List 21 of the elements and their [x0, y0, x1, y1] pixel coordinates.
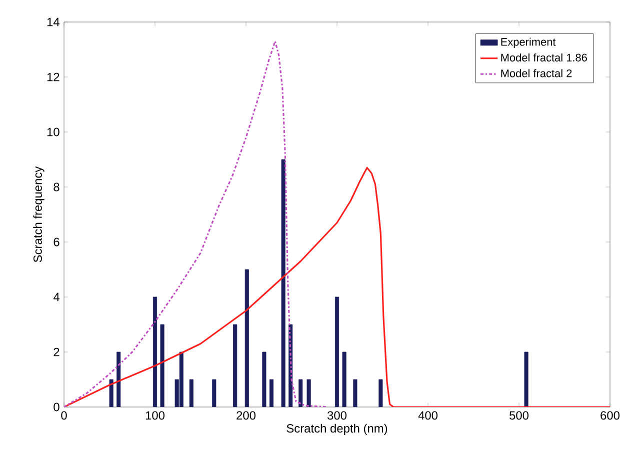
- y-tick-label: 14: [47, 18, 60, 26]
- legend-label: Experiment: [501, 38, 556, 48]
- y-tick-label: 4: [53, 292, 60, 302]
- y-tick-label: 2: [54, 348, 60, 356]
- y-tick-label: 12: [47, 72, 60, 82]
- y-tick-label: 0: [54, 402, 60, 412]
- y-tick-label: 8: [54, 182, 60, 192]
- x-tick-label: 200: [236, 411, 256, 420]
- x-tick-label: 100: [146, 411, 165, 420]
- x-tick-label: 600: [600, 411, 620, 420]
- line-series: [64, 40, 329, 407]
- legend-label: Model fractal 2: [501, 69, 572, 78]
- y-axis-title: Scratch frequency: [33, 166, 44, 262]
- legend-label: Model fractal 1.86: [501, 53, 587, 62]
- y-tick-label: 10: [47, 128, 60, 136]
- x-tick-label: 500: [510, 411, 529, 420]
- x-tick-label: 300: [327, 411, 347, 420]
- x-tick-label: 0: [61, 411, 67, 420]
- x-axis-title: Scratch depth (nm): [286, 424, 388, 435]
- x-tick-label: 400: [418, 411, 438, 420]
- y-tick-label: 6: [54, 238, 60, 246]
